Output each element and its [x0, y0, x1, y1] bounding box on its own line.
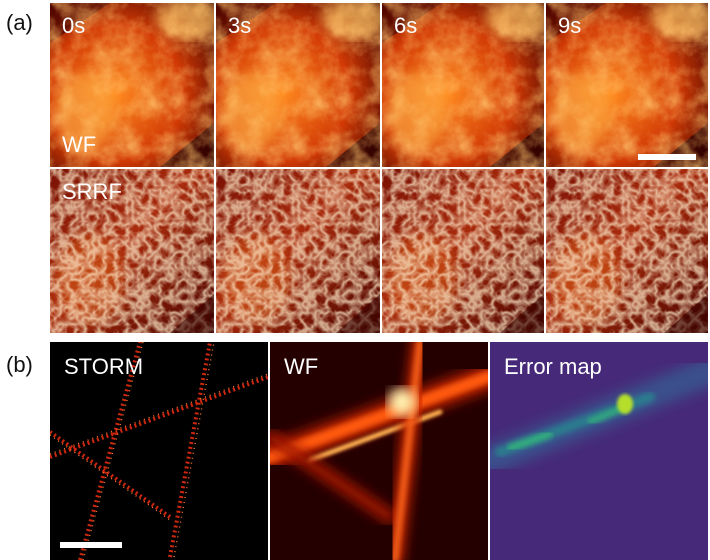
wf-frame-9: 9s: [546, 3, 708, 167]
wf-frame-0: 0s WF: [50, 3, 214, 167]
error-map-image: Error map: [490, 342, 708, 560]
wf-image: WF: [270, 342, 488, 560]
wf-time-label: 0s: [62, 13, 86, 38]
error-map-label: Error map: [504, 354, 602, 379]
storm-image: STORM: [50, 342, 268, 560]
panel-label-a: (a): [6, 10, 33, 35]
srrf-frame-9: [546, 169, 708, 333]
panel-label-b: (b): [6, 352, 33, 377]
scale-bar: [638, 154, 696, 160]
wf-time-label: 3s: [228, 13, 252, 38]
storm-label: STORM: [64, 354, 144, 379]
srrf-frame-3: [216, 169, 380, 333]
wf-b-label: WF: [284, 354, 319, 379]
scale-bar: [60, 542, 122, 548]
wf-time-label: 9s: [558, 13, 582, 38]
srrf-frame-0: SRRF: [50, 169, 214, 333]
wf-time-label: 6s: [394, 13, 418, 38]
wf-frame-6: 6s: [382, 3, 544, 167]
srrf-row-label: SRRF: [62, 179, 122, 204]
wf-row-label: WF: [62, 132, 97, 157]
srrf-frame-6: [382, 169, 544, 333]
wf-frame-3: 3s: [216, 3, 380, 167]
